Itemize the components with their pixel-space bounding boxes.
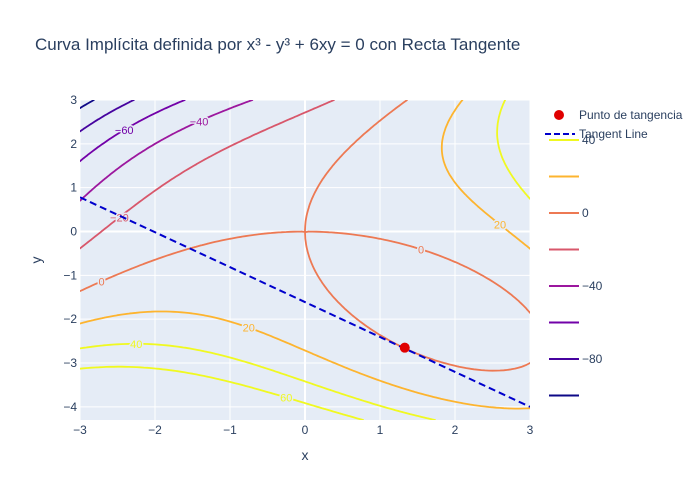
contour-line-40 [80, 100, 530, 420]
contour-labels: −60 −40 −20 0 0 20 20 40 60 [97, 115, 508, 406]
axis-ticks: −3 −2 −1 0 1 2 3 −4 −3 −2 −1 0 1 2 3 [63, 93, 533, 437]
contour-label: 60 [280, 393, 292, 405]
contour-label: −20 [110, 212, 129, 224]
y-tick-label: 3 [70, 93, 77, 107]
contour-label: −40 [190, 116, 209, 128]
colorbar-tick-label: 40 [582, 133, 596, 147]
contour-label: 40 [130, 339, 142, 351]
y-tick-label: 0 [70, 225, 77, 239]
x-axis-title: x [302, 447, 309, 463]
contour-line--20 [80, 100, 335, 250]
contour-label: −60 [115, 125, 134, 137]
y-tick-label: −4 [63, 400, 77, 414]
contour-line--60 [80, 100, 186, 163]
contour-label: 0 [98, 276, 104, 288]
colorbar-tick-label: −80 [582, 352, 603, 366]
legend[interactable]: Punto de tangencia Tangent Line [545, 108, 683, 141]
y-tick-label: −2 [63, 312, 77, 326]
legend-label-tangent-point: Punto de tangencia [579, 108, 683, 122]
legend-marker-tangent-point [554, 110, 564, 120]
colorbar: 40 0 −40 −80 [549, 133, 603, 397]
contour-label: 20 [494, 220, 506, 232]
contour-line-60 [80, 365, 364, 420]
grid [79, 99, 531, 420]
contour-line--100 [80, 100, 95, 109]
y-tick-label: −3 [63, 356, 77, 370]
contour-line--40 [80, 100, 254, 202]
x-tick-label: 1 [377, 423, 384, 437]
colorbar-tick-label: 0 [582, 206, 589, 220]
y-tick-label: −1 [63, 268, 77, 282]
chart-title: Curva Implícita definida por x³ - y³ + 6… [35, 35, 520, 54]
series-layer [80, 196, 530, 408]
y-tick-label: 2 [70, 137, 77, 151]
y-axis-title: y [28, 257, 44, 264]
contour-line-20 [80, 100, 530, 410]
tangent-line [80, 196, 530, 408]
contour-label: 0 [418, 244, 424, 256]
colorbar-tick-label: −40 [582, 279, 603, 293]
x-tick-label: 0 [302, 423, 309, 437]
x-tick-label: −2 [148, 423, 162, 437]
y-tick-label: 1 [70, 181, 77, 195]
tangent-point-marker [399, 342, 410, 353]
x-tick-label: −1 [223, 423, 237, 437]
x-tick-label: 2 [452, 423, 459, 437]
contour-label: 20 [243, 323, 255, 335]
x-tick-label: 3 [527, 423, 534, 437]
contour-lines [80, 100, 530, 420]
contour-line--80 [80, 100, 135, 133]
legend-label-tangent-line: Tangent Line [579, 127, 648, 141]
x-tick-label: −3 [73, 423, 87, 437]
